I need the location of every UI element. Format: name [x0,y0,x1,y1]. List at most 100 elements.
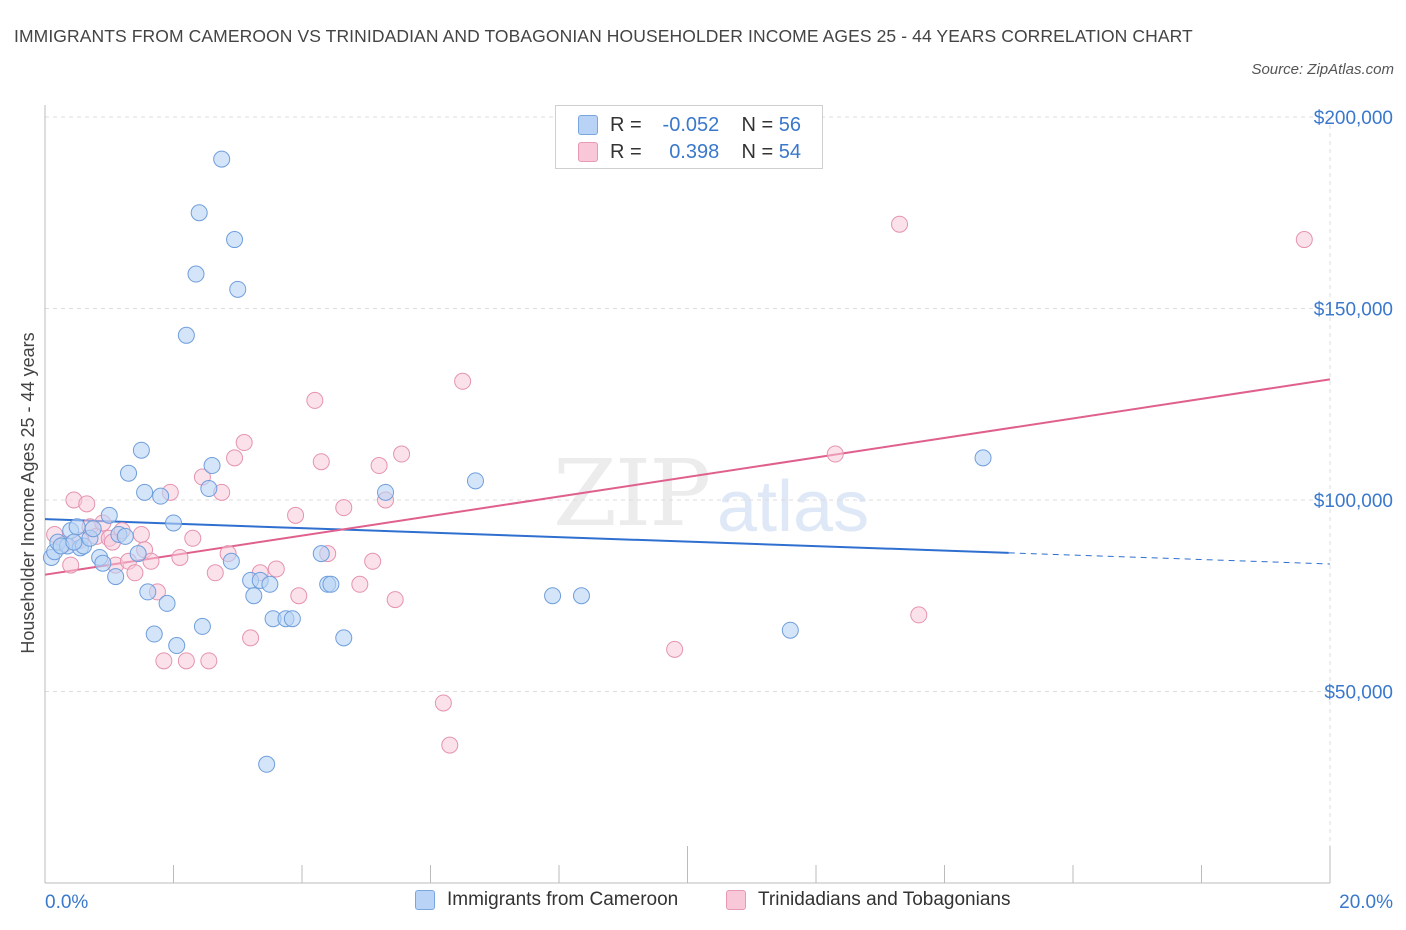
legend-row-trinidadians: R = 0.398 N = 54 [578,139,801,165]
point-cameroon [974,449,992,467]
point-cameroon [145,625,163,643]
axis-labels: Householder Income Ages 25 - 44 years 0.… [18,332,1393,913]
y-tick-label: $150,000 [1314,300,1393,321]
point-cameroon [222,552,240,570]
point-cameroon [136,483,154,501]
y-tick-label: $100,000 [1314,491,1393,512]
point-trinidadians [351,575,369,593]
point-trinidadians [267,560,285,578]
point-cameroon [572,587,590,605]
legend-item-label: Trinidadians and Tobagonians [758,889,1011,910]
legend-n-value: 56 [778,113,801,136]
legend-n-value: 54 [778,140,801,163]
trend-lines [44,378,1331,576]
point-trinidadians [235,434,253,452]
legend-r-label: R = [610,140,642,163]
series-cameroon-points [42,150,992,773]
legend-r-label: R = [610,113,642,136]
trend-line-cameroon-extension [1008,552,1331,565]
point-cameroon [544,587,562,605]
legend-item-trinidadians[interactable]: Trinidadians and Tobagonians [726,889,1010,911]
point-cameroon [100,506,118,524]
point-cameroon [139,583,157,601]
point-trinidadians [434,694,452,712]
y-axis-label: Householder Income Ages 25 - 44 years [18,332,38,653]
point-trinidadians [393,445,411,463]
watermark-atlas: atlas [717,467,870,547]
legend-n-label: N = [741,140,774,163]
legend-item-label: Immigrants from Cameroon [447,889,679,910]
point-trinidadians [142,552,160,570]
trend-line-trinidadians [44,378,1331,576]
y-tick-label: $200,000 [1314,108,1393,129]
point-trinidadians [910,606,928,624]
series-legend: Immigrants from Cameroon Trinidadians an… [0,889,1406,915]
point-trinidadians [78,495,96,513]
point-cameroon [116,527,134,545]
point-cameroon [68,518,86,536]
point-cameroon [200,480,218,498]
point-trinidadians [335,499,353,517]
point-cameroon [335,629,353,647]
point-trinidadians [441,736,459,754]
point-cameroon [94,554,112,572]
point-trinidadians [454,372,472,390]
point-cameroon [226,231,244,249]
point-cameroon [107,568,125,586]
point-cameroon [213,150,231,168]
point-cameroon [132,441,150,459]
point-cameroon [158,594,176,612]
point-cameroon [283,610,301,628]
point-trinidadians [177,652,195,670]
point-trinidadians [132,525,150,543]
point-cameroon [193,617,211,635]
point-trinidadians [171,548,189,566]
point-cameroon [203,457,221,475]
point-cameroon [152,487,170,505]
axes: $50,000 $100,000 $150,000 $200,000 [44,105,1393,884]
point-cameroon [261,575,279,593]
point-trinidadians [826,445,844,463]
point-trinidadians [287,506,305,524]
point-cameroon [177,326,195,344]
legend-swatch-pink [726,890,746,910]
legend-row-cameroon: R = -0.052 N = 56 [578,112,801,138]
point-cameroon [245,587,263,605]
point-trinidadians [242,629,260,647]
correlation-legend: R = -0.052 N = 56 R = 0.398 N = 54 [555,105,823,169]
legend-n-label: N = [741,113,774,136]
point-trinidadians [666,640,684,658]
point-cameroon [781,621,799,639]
legend-r-value: -0.052 [662,113,720,136]
point-cameroon [129,545,147,563]
point-cameroon [229,280,247,298]
legend-item-cameroon[interactable]: Immigrants from Cameroon [415,889,678,911]
point-trinidadians [370,457,388,475]
point-cameroon [258,755,276,773]
point-trinidadians [226,449,244,467]
y-tick-label: $50,000 [1324,683,1393,704]
point-cameroon [165,514,182,532]
point-cameroon [312,545,330,563]
point-trinidadians [126,564,144,582]
point-cameroon [466,472,484,490]
point-trinidadians [200,652,218,670]
point-cameroon [120,464,138,482]
series-trinidadians-points [46,215,1313,754]
point-cameroon [84,520,102,538]
point-cameroon [322,575,340,593]
point-trinidadians [206,564,224,582]
point-trinidadians [62,556,80,574]
point-cameroon [187,265,205,283]
point-cameroon [168,637,186,655]
legend-swatch-blue [415,890,435,910]
point-cameroon [190,204,208,222]
source-label: Source: ZipAtlas.com [1251,61,1394,78]
point-trinidadians [891,215,909,233]
point-trinidadians [155,652,173,670]
legend-swatch-pink [578,142,598,162]
legend-r-value: 0.398 [669,140,720,163]
point-trinidadians [184,529,202,547]
point-trinidadians [1295,231,1313,249]
